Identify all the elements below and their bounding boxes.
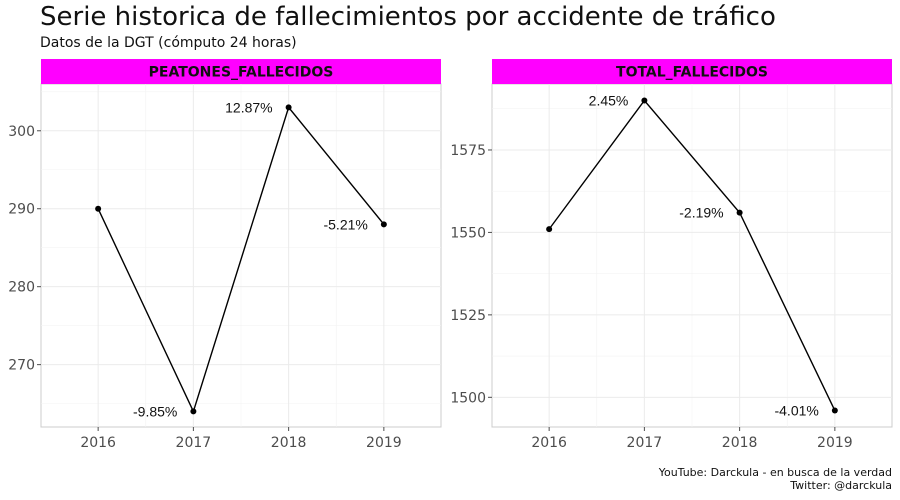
panel-2-y-tick-label: 1575 — [450, 143, 486, 159]
panel-2-data-point — [641, 97, 648, 104]
panel-1-data-point — [95, 205, 102, 212]
panel-2-y-tick-label: 1500 — [450, 390, 486, 406]
panel-1-y-tick-label: 300 — [8, 124, 35, 140]
panel-1-x-tick-label: 2016 — [80, 435, 116, 451]
panel-2-y-tick-label: 1550 — [450, 225, 486, 241]
panel-2-series-line — [548, 99, 836, 411]
panel-1-data-point — [380, 221, 387, 228]
panel-2-data-point — [546, 226, 553, 233]
panel-1-y-tick-label: 270 — [8, 358, 35, 374]
panel-1-x-tick-label: 2019 — [366, 435, 402, 451]
panel-1-y-tick-label: 280 — [8, 280, 35, 296]
panel-2-x-tick-label: 2016 — [531, 435, 567, 451]
panel-1-x-tick-label: 2017 — [176, 435, 212, 451]
panel-2-x-tick-label: 2019 — [817, 435, 853, 451]
panel-2-data-point — [736, 209, 743, 216]
caption-youtube: YouTube: Darckula - en busca de la verda… — [658, 466, 892, 479]
chart-title: Serie historica de fallecimientos por ac… — [40, 2, 776, 32]
panel-2-y-tick-label: 1525 — [450, 308, 486, 324]
panel-2-data-label: -4.01% — [774, 403, 818, 419]
panel-2-data-label: -2.19% — [679, 205, 723, 221]
caption-twitter: Twitter: @darckula — [790, 479, 892, 492]
panel-1-x-tick-label: 2018 — [271, 435, 307, 451]
panel-2-strip-title: TOTAL_FALLECIDOS — [616, 65, 768, 81]
panel-1-strip-title: PEATONES_FALLECIDOS — [149, 65, 334, 81]
panel-1-data-label: 12.87% — [225, 99, 272, 115]
panel-2-strip — [492, 59, 892, 84]
caption: YouTube: Darckula - en busca de la verda… — [659, 466, 892, 492]
panel-2-data-point — [831, 407, 838, 414]
panel-1-data-label: -9.85% — [133, 403, 177, 419]
panel-1-series-line — [97, 105, 385, 414]
panel-1-data-label: -5.21% — [323, 216, 367, 232]
panel-2-data-label: 2.45% — [589, 92, 629, 108]
panel-1-strip — [41, 59, 441, 84]
panel-1-data-point — [190, 408, 197, 415]
panel-1-data-point — [285, 104, 292, 111]
panel-2-x-tick-label: 2017 — [627, 435, 663, 451]
chart-subtitle: Datos de la DGT (cómputo 24 horas) — [40, 35, 297, 51]
panel-2-x-tick-label: 2018 — [722, 435, 758, 451]
panel-1-y-tick-label: 290 — [8, 202, 35, 218]
